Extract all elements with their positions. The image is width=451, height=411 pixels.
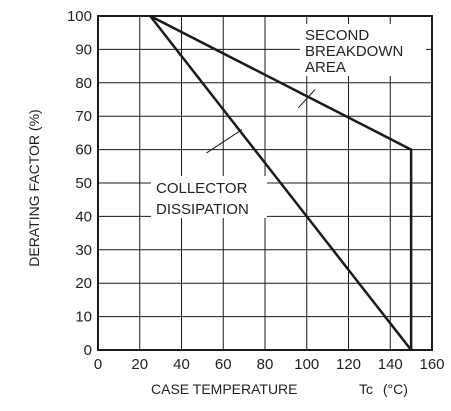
y-tick-label: 20 bbox=[75, 275, 92, 292]
y-tick-label: 30 bbox=[75, 242, 92, 259]
annotation-collector-line2: DISSIPATION bbox=[156, 201, 249, 218]
x-axis-label-unit: (°C) bbox=[383, 381, 408, 397]
annotation-breakdown-line3: AREA bbox=[305, 59, 346, 76]
annotation-breakdown-line2: BREAKDOWN bbox=[305, 43, 403, 60]
second-breakdown-line bbox=[149, 14, 413, 350]
collector-leader-line bbox=[206, 129, 243, 154]
x-tick-label: 140 bbox=[378, 356, 403, 373]
y-tick-label: 50 bbox=[75, 175, 92, 192]
annotation-leaders bbox=[206, 89, 316, 154]
breakdown-label-backdrop bbox=[300, 24, 426, 76]
x-tick-label: 160 bbox=[419, 356, 444, 373]
y-tick-label: 80 bbox=[75, 75, 92, 92]
y-tick-label: 10 bbox=[75, 309, 92, 326]
x-tick-label: 100 bbox=[294, 356, 319, 373]
y-tick-label: 60 bbox=[75, 142, 92, 159]
annotation-collector-line1: COLLECTOR bbox=[156, 180, 248, 197]
collector-label-backdrop bbox=[151, 176, 267, 218]
x-tick-label: 80 bbox=[257, 356, 274, 373]
y-tick-label: 0 bbox=[84, 342, 92, 359]
y-tick-label: 100 bbox=[67, 8, 92, 25]
collector-dissipation-line bbox=[149, 15, 413, 351]
y-tick-label: 70 bbox=[75, 108, 92, 125]
y-tick-label: 90 bbox=[75, 41, 92, 58]
breakdown-leader-line bbox=[298, 89, 316, 109]
x-tick-label: 0 bbox=[94, 356, 102, 373]
series-lines bbox=[149, 14, 413, 351]
x-tick-label: 120 bbox=[336, 356, 361, 373]
x-axis-label-symbol: Tc bbox=[359, 381, 373, 397]
x-tick-label: 20 bbox=[131, 356, 148, 373]
x-tick-label: 40 bbox=[173, 356, 190, 373]
plot-frame bbox=[97, 15, 433, 351]
x-tick-label: 60 bbox=[215, 356, 232, 373]
x-axis-label: CASE TEMPERATURE Tc (°C) bbox=[151, 381, 408, 397]
y-axis-label: DERATING FACTOR (%) bbox=[26, 109, 42, 266]
x-axis-label-main: CASE TEMPERATURE bbox=[151, 381, 298, 397]
tick-labels: 0 20 40 60 80 100 120 140 160 0 10 20 30 40 50 60 70 80 90… bbox=[67, 8, 445, 373]
annotation-breakdown-line1: SECOND bbox=[305, 27, 369, 44]
y-tick-label: 40 bbox=[75, 208, 92, 225]
